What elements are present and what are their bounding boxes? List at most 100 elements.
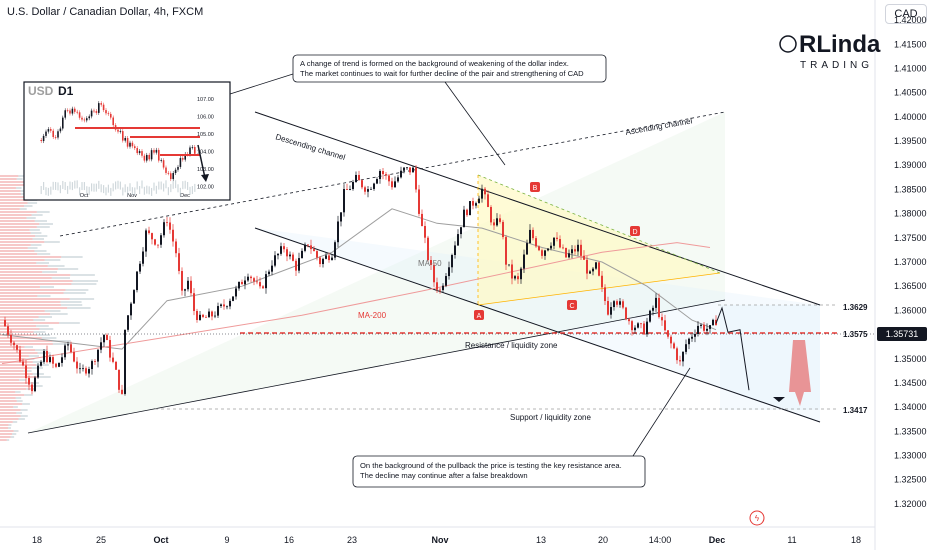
inset-candle-body [81, 117, 83, 120]
inset-candle-body [179, 158, 182, 167]
candle-body [109, 340, 111, 358]
candle-body [205, 316, 207, 318]
candle-body [259, 282, 261, 287]
flash-icon[interactable] [749, 510, 765, 526]
candle-body [610, 307, 612, 315]
volume-bar [0, 415, 21, 417]
candle-body [67, 344, 69, 346]
volume-bar [44, 241, 60, 243]
inset-volume-bar [170, 184, 172, 193]
candle-body [439, 289, 441, 291]
inset-volume-bar [98, 180, 100, 189]
logo-line2: TRADING [800, 60, 873, 71]
inset-volume-bar [100, 184, 102, 193]
inset-candle-body [143, 155, 146, 161]
y-tick-label: 1.32500 [894, 475, 927, 485]
candle-body [403, 167, 405, 171]
inset-candle-body [150, 150, 153, 160]
candle-body [646, 321, 648, 335]
y-tick-label: 1.35000 [894, 354, 927, 364]
bottom-note-box [352, 455, 646, 488]
volume-bar [0, 310, 45, 312]
candle-body [76, 361, 78, 369]
volume-bar [0, 304, 61, 306]
volume-bar [0, 244, 31, 246]
candle-body [397, 177, 399, 182]
candle-body [511, 264, 513, 279]
inset-candle-body [74, 108, 76, 112]
inset-candle-body [177, 166, 179, 170]
inset-title: USD [28, 84, 54, 98]
candle-body [604, 287, 606, 302]
volume-bar [0, 340, 53, 342]
volume-bar [8, 424, 12, 426]
volume-bar [0, 298, 70, 300]
candle-body [556, 237, 558, 240]
candle-body [7, 326, 9, 335]
volume-bar [0, 388, 27, 390]
candle-body [514, 276, 516, 279]
inset-candle-body [153, 150, 155, 153]
candle-body [322, 258, 324, 265]
volume-bar [0, 370, 24, 372]
candle-body [679, 360, 681, 362]
candle-body [298, 258, 300, 271]
volume-bar [0, 223, 40, 225]
candle-body [301, 250, 303, 259]
inset-candle-body [59, 128, 62, 132]
y-tick-label: 1.41500 [894, 39, 927, 49]
inset-candle-body [138, 151, 141, 154]
volume-bar [38, 316, 52, 318]
bottom-note-pointer [632, 367, 691, 457]
inset-candle-body [78, 112, 81, 118]
inset-volume-bar [184, 180, 186, 189]
currency-button[interactable]: CAD [885, 4, 927, 24]
volume-bar [12, 433, 17, 435]
inset-candle-body [93, 110, 95, 112]
point-a-badge: A [474, 310, 484, 320]
usd-inset: USD D1 107.00 106.00 105.00 104.00 103.00 102… [23, 81, 231, 201]
inset-candle-body [110, 113, 112, 118]
candle-body [709, 325, 711, 329]
volume-bar [0, 268, 58, 270]
volume-bar [18, 418, 25, 420]
candle-body [220, 304, 222, 307]
candle-body [505, 237, 507, 265]
candle-body [22, 361, 24, 366]
candle-body [415, 167, 417, 190]
candle-body [700, 324, 702, 326]
candle-body [361, 180, 363, 188]
triangle-top [477, 174, 721, 274]
candle-body [355, 174, 357, 182]
candle-body [61, 357, 63, 363]
candle-body [469, 201, 471, 216]
volume-bar [20, 409, 28, 411]
candle-body [34, 377, 36, 392]
candle-body [619, 301, 621, 305]
volume-bar [0, 184, 26, 186]
inset-candle-body [71, 108, 74, 114]
candle-body [508, 264, 510, 266]
inset-volume-bar [151, 187, 153, 196]
svg-text:B: B [533, 185, 538, 192]
volume-bar [37, 376, 51, 378]
candle-body [115, 361, 117, 370]
volume-bar [67, 307, 91, 309]
candle-body [535, 238, 537, 247]
volume-bar [0, 205, 25, 207]
volume-bar [0, 328, 40, 330]
candle-body [37, 365, 39, 378]
volume-bar [39, 286, 54, 288]
candle-body [520, 268, 522, 280]
volume-bar [0, 217, 27, 219]
candle-body [601, 275, 603, 288]
volume-bar [0, 295, 38, 297]
inset-y-tick: 103.00 [197, 167, 214, 173]
volume-bar [26, 388, 36, 390]
volume-bar [0, 289, 66, 291]
volume-bar [16, 412, 23, 414]
candle-body [643, 323, 645, 335]
inset-timeframe: D1 [58, 84, 74, 98]
inset-volume-bar [165, 180, 167, 189]
